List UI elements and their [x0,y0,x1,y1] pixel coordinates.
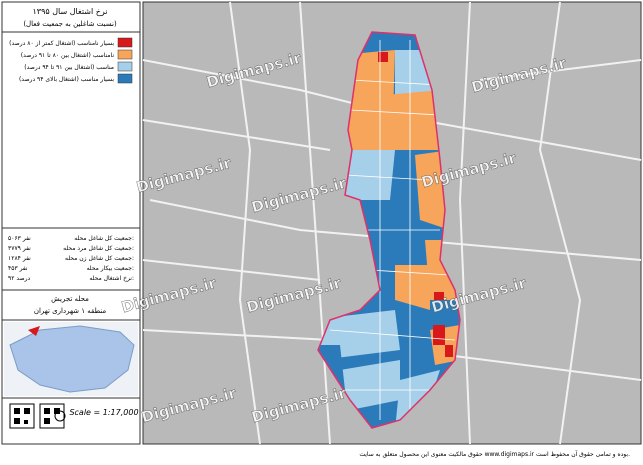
inset-highlight [28,326,40,336]
block [340,150,395,200]
tehran-outline [9,325,135,393]
legend-label: مناسب (اشتغال بین ۹۱ تا ۹۴ درصد) [24,64,114,71]
north-arrow [54,410,66,422]
location-name: محله تجریش [51,295,89,303]
block [434,292,444,300]
block [445,345,453,357]
block [385,90,440,150]
block [378,52,388,62]
legend-label: نامناسب (اشتغال بین ۸۰ تا ۹۱ درصد) [21,52,115,59]
stat-label: جمعیت کل شاغل مرد محله: [63,245,134,252]
qr-code [9,403,35,429]
legend-swatch [117,73,133,84]
legend-label: بسیار مناسب (اشتغال بالای ۹۴ درصد) [19,76,114,83]
stat-value: ۵۰۶۳ نفر [8,235,31,242]
block [433,325,445,345]
footer: حقوق مالکیت معنوی این محصول متعلق به سای… [359,449,630,458]
neighborhood-boundary [317,31,461,429]
title: نرخ اشتغال سال ۱۳۹۵ [32,7,107,16]
qr-code [39,403,65,429]
legend-swatch [117,37,133,48]
legend-swatch [117,49,133,60]
stat-label: جمعیت کل شاغل زن محله: [65,255,134,262]
stat-label: نرخ اشتغال محله: [89,275,134,282]
subtitle: (نسبت شاغلین به جمعیت فعال) [23,20,117,28]
block [395,265,430,310]
stat-value: ۱۲۸۴ نفر [8,255,31,262]
stat-label: جمعیت بیکار محله: [87,265,134,272]
stat-value: ۳۷۷۹ نفر [8,245,31,252]
stat-label: جمعیت کل شاغل محله: [74,235,134,242]
location-region: منطقه ۱ شهرداری تهران [34,307,107,315]
legend-swatch [117,61,133,72]
stat-value: ۴۵۳ نفر [8,265,28,272]
stat-value: ۹۲ درصد [8,275,31,282]
legend-label: بسیار نامناسب (اشتغال کمتر از ۸۰ درصد) [9,40,114,47]
block [340,360,400,410]
scale: Scale = 1:17,000 [69,408,138,417]
